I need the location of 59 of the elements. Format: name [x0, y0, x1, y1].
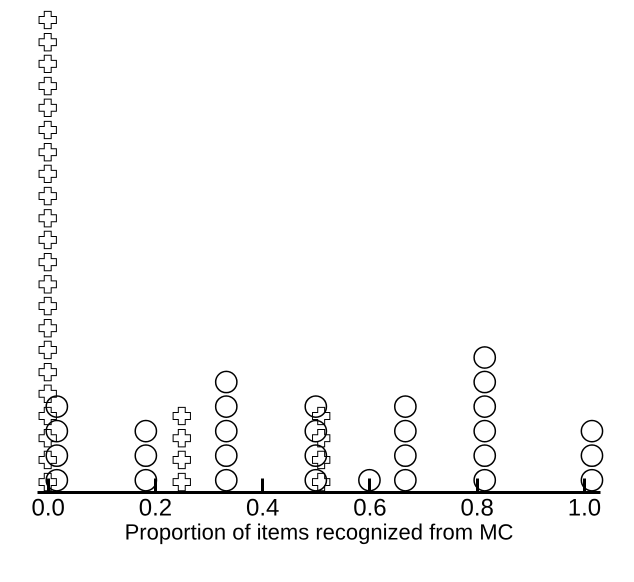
- point: [214, 468, 238, 492]
- point: [473, 444, 496, 468]
- point: [172, 450, 191, 470]
- point: [394, 468, 417, 492]
- point: [134, 468, 158, 492]
- point: [214, 444, 238, 468]
- point: [38, 275, 57, 294]
- point: [38, 230, 57, 250]
- point: [473, 370, 496, 394]
- point: [214, 395, 238, 418]
- x-tick-label: 1.0: [568, 494, 602, 522]
- point: [214, 370, 238, 394]
- point: [134, 420, 158, 442]
- point: [473, 346, 496, 369]
- point: [172, 406, 191, 426]
- point: [38, 98, 57, 117]
- point: [38, 54, 57, 74]
- point: [304, 420, 328, 442]
- point: [38, 209, 57, 228]
- point: [38, 143, 57, 162]
- point: [394, 395, 417, 418]
- x-tick-label: 0.8: [460, 494, 494, 522]
- x-tick-label: 0.6: [353, 494, 387, 522]
- point: [172, 429, 191, 448]
- point: [38, 76, 57, 96]
- point: [580, 420, 604, 442]
- point: [38, 319, 57, 338]
- point: [134, 444, 158, 468]
- x-axis-title: Proportion of items recognized from MC: [124, 520, 514, 544]
- point: [580, 444, 604, 468]
- point: [473, 468, 496, 492]
- point: [358, 468, 381, 492]
- point: [304, 444, 328, 468]
- x-tick-label: 0.2: [138, 494, 172, 522]
- point: [38, 10, 57, 30]
- point: [45, 444, 68, 468]
- point: [38, 120, 57, 140]
- point: [38, 340, 57, 360]
- point: [304, 395, 328, 418]
- point: [172, 472, 191, 492]
- x-tick-label: 0.4: [246, 494, 280, 522]
- point: [45, 468, 68, 492]
- point: [473, 420, 496, 442]
- point: [38, 362, 57, 382]
- point: [394, 420, 417, 442]
- point: [394, 444, 417, 468]
- point: [580, 468, 604, 492]
- point: [473, 395, 496, 418]
- point: [214, 420, 238, 442]
- point: [38, 384, 57, 403]
- point: [38, 33, 57, 52]
- point: [38, 296, 57, 316]
- point: [304, 468, 328, 492]
- point: [38, 252, 57, 272]
- x-tick-label: 0.0: [32, 494, 65, 522]
- point: [45, 395, 68, 418]
- point: [38, 164, 57, 184]
- point: [45, 420, 68, 442]
- point: [38, 186, 57, 206]
